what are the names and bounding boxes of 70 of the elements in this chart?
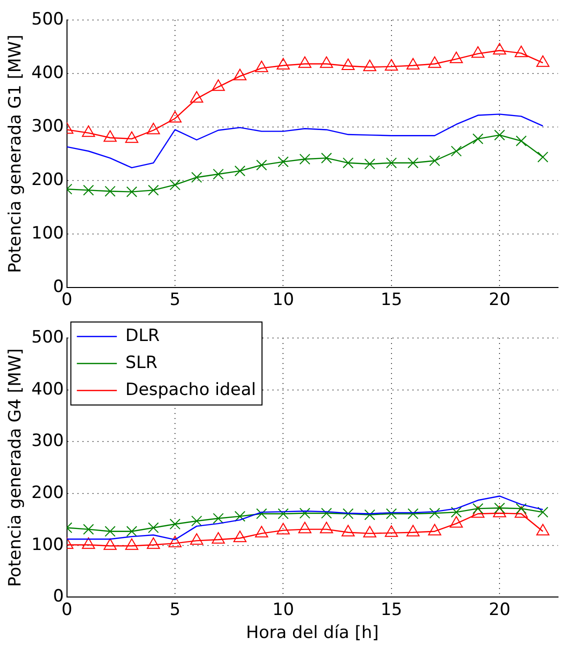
point (278, 156, 289, 168)
x-tick-label: 15 (380, 290, 402, 310)
x-axis-title: Hora del día [h] (246, 623, 379, 644)
y-tick-label: 100 (31, 224, 64, 244)
x-tick-label: 15 (380, 600, 402, 620)
point (450, 146, 462, 157)
x-tick-label: 10 (272, 600, 294, 620)
point (125, 131, 138, 143)
point (514, 46, 528, 58)
point (168, 110, 182, 122)
point (536, 55, 550, 67)
point (516, 136, 527, 146)
x-tick-label: 10 (272, 290, 294, 310)
point (190, 91, 204, 103)
point (320, 56, 334, 68)
point (428, 56, 442, 68)
legend-label: Despacho ideal (125, 380, 256, 400)
y-tick-label: 200 (31, 170, 64, 190)
point (82, 125, 96, 137)
y-tick-label: 500 (31, 9, 64, 30)
point (494, 130, 506, 141)
x-tick-label: 20 (488, 290, 510, 310)
point (126, 186, 138, 198)
point (472, 133, 484, 144)
y-axis-title: Potencia generada G4 [MW] (6, 348, 26, 587)
x-tick-label: 5 (170, 600, 180, 620)
x-tick-label: 5 (170, 290, 180, 310)
y-axis-title: Potencia generada G1 [MW] (6, 34, 26, 274)
point (321, 152, 332, 164)
point (146, 122, 160, 134)
y-tick-label: 0 (53, 586, 64, 607)
point (276, 58, 290, 70)
point (148, 184, 159, 196)
point (342, 157, 354, 168)
point (406, 58, 420, 70)
y-tick-label: 300 (31, 116, 64, 136)
point (255, 60, 268, 72)
y-tick-label: 300 (31, 431, 64, 452)
point (364, 158, 376, 170)
point (212, 168, 224, 180)
point (363, 60, 376, 72)
point (104, 186, 116, 197)
point (384, 59, 398, 71)
point (256, 160, 268, 170)
y-tick-label: 0 (53, 277, 64, 298)
point (386, 157, 397, 168)
y-tick-label: 400 (31, 379, 64, 400)
point (233, 68, 247, 80)
point (408, 157, 418, 168)
x-tick-label: 20 (488, 600, 510, 620)
y-tick-label: 100 (31, 534, 64, 555)
point (234, 165, 246, 176)
legend-label: DLR (125, 326, 160, 346)
point (299, 154, 310, 165)
y-tick-label: 200 (31, 482, 64, 503)
point (191, 172, 202, 183)
point (104, 130, 117, 142)
point (170, 179, 180, 190)
point (471, 46, 485, 58)
point (537, 152, 548, 162)
point (450, 52, 463, 64)
point (83, 184, 94, 196)
y-tick-label: 400 (31, 62, 64, 83)
point (212, 79, 225, 91)
point (298, 56, 312, 68)
point (493, 43, 506, 55)
point (429, 155, 440, 166)
legend-label: SLR (125, 352, 158, 373)
y-tick-label: 500 (31, 327, 64, 348)
point (342, 58, 355, 70)
